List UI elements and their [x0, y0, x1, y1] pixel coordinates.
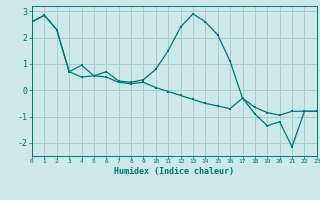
- X-axis label: Humidex (Indice chaleur): Humidex (Indice chaleur): [115, 167, 234, 176]
